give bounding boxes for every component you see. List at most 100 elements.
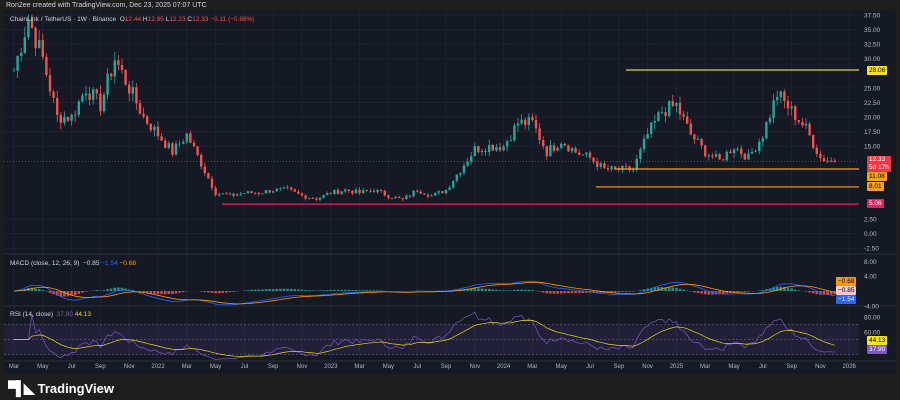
macd-histogram-bar — [581, 291, 585, 293]
macd-histogram-bar — [783, 286, 786, 291]
candle-body — [416, 190, 419, 192]
candle-body — [736, 148, 739, 150]
macd-histogram-bar — [207, 291, 210, 293]
macd-histogram-bar — [797, 290, 801, 291]
candle-body — [221, 193, 224, 195]
candle-body — [758, 141, 761, 152]
candle-body — [549, 145, 552, 157]
candle-body — [203, 166, 206, 174]
rsi-ma-tag: 44.13 — [867, 336, 888, 345]
candle-body — [311, 197, 314, 199]
macd-histogram-bar — [545, 291, 549, 294]
candle-body — [466, 161, 469, 166]
macd-histogram-bar — [106, 289, 109, 291]
macd-histogram-bar — [815, 291, 819, 295]
candle-body — [347, 189, 350, 191]
candle-body — [232, 193, 235, 196]
macd-histogram-bar — [300, 289, 304, 291]
candle-body — [653, 121, 656, 123]
macd-histogram-bar — [833, 291, 837, 295]
candle-body — [329, 193, 332, 194]
candle-body — [783, 91, 786, 101]
macd-histogram-bar — [811, 291, 815, 294]
candle-body — [315, 198, 318, 200]
candle-body — [560, 143, 563, 148]
candle-body — [660, 112, 664, 113]
candle-body — [621, 165, 624, 170]
macd-histogram-bar — [318, 290, 322, 291]
time-axis-label: Mar — [527, 364, 537, 370]
macd-histogram-bar — [289, 288, 293, 291]
candle-body — [48, 75, 52, 92]
candle-body — [473, 146, 476, 157]
rsi-label[interactable]: RSI (14, close) — [10, 311, 53, 318]
macd-histogram-bar — [639, 290, 642, 291]
candle-body — [459, 172, 462, 175]
macd-histogram-bar — [156, 291, 160, 295]
macd-histogram-bar — [365, 290, 369, 291]
price-axis-label: 30.00 — [864, 56, 881, 63]
macd-histogram-bar — [675, 287, 678, 291]
candle-body — [340, 191, 343, 194]
price-chart[interactable]: 37.50 35.00 32.50 30.00 25.00 22.50 20.00 17.50… — [4, 11, 896, 374]
macd-histogram-bar — [570, 291, 574, 294]
macd-histogram-bar — [520, 289, 523, 291]
time-axis-label: 2026 — [843, 364, 857, 370]
time-axis-label: 2022 — [151, 364, 165, 370]
candle-body — [700, 139, 703, 146]
candle-body — [650, 122, 653, 134]
symbol-name[interactable]: ChainLink / TetherUS · 1W · Binance — [10, 16, 117, 23]
macd-histogram-bar — [264, 289, 268, 291]
macd-histogram-bar — [81, 291, 84, 293]
time-axis-label: May — [210, 364, 221, 370]
candle-body — [516, 123, 520, 126]
macd-histogram-bar — [477, 288, 480, 291]
macd-histogram-bar — [772, 287, 775, 291]
macd-histogram-bar — [372, 290, 376, 291]
candle-body — [570, 148, 574, 152]
candle-body — [542, 140, 545, 147]
candle-body — [398, 196, 401, 198]
macd-label[interactable]: MACD (close, 12, 26, 9) — [10, 260, 80, 267]
candle-body — [711, 155, 714, 157]
candle-body — [668, 101, 671, 117]
macd-histogram-bar — [325, 290, 329, 291]
macd-histogram-bar — [822, 291, 826, 295]
candle-body — [182, 141, 185, 144]
time-axis-label: Nov — [124, 364, 135, 370]
macd-histogram-bar — [311, 290, 315, 291]
o-label: O — [119, 16, 125, 23]
macd-histogram-bar — [790, 288, 793, 291]
macd-histogram-bar — [271, 289, 275, 291]
macd-histogram-bar — [250, 289, 253, 291]
candle-body — [484, 151, 487, 153]
candle-body — [675, 103, 678, 106]
time-axis-label: 2023 — [324, 364, 338, 370]
macd-histogram-bar — [617, 291, 621, 293]
candle-body — [646, 133, 649, 139]
candle-body — [70, 114, 73, 121]
time-axis-label: Jul — [241, 364, 249, 370]
macd-histogram-bar — [253, 289, 257, 291]
candle-body — [124, 69, 127, 85]
level-mid-tag: 11.08 — [867, 172, 887, 181]
macd-histogram-bar — [786, 287, 790, 291]
candle-body — [394, 196, 397, 199]
candle-body — [16, 55, 19, 71]
macd-histogram-bar — [513, 289, 516, 291]
candle-body — [552, 145, 556, 151]
candle-body — [506, 141, 509, 147]
macd-histogram-bar — [261, 289, 264, 291]
candle-body — [693, 134, 696, 140]
candle-body — [146, 116, 149, 124]
candle-body — [344, 189, 347, 192]
tradingview-logo[interactable]: ▀▌◣ TradingView — [8, 380, 114, 397]
candle-body — [581, 154, 584, 156]
candle-body — [171, 143, 174, 155]
macd-histogram-bar — [509, 290, 513, 291]
chart-frame[interactable]: 37.50 35.00 32.50 30.00 25.00 22.50 20.00 17.50… — [4, 11, 896, 374]
candle-body — [772, 100, 775, 118]
macd-histogram-bar — [624, 291, 628, 292]
price-axis-label: 20.00 — [864, 115, 881, 122]
time-axis-label: Sep — [786, 364, 797, 370]
